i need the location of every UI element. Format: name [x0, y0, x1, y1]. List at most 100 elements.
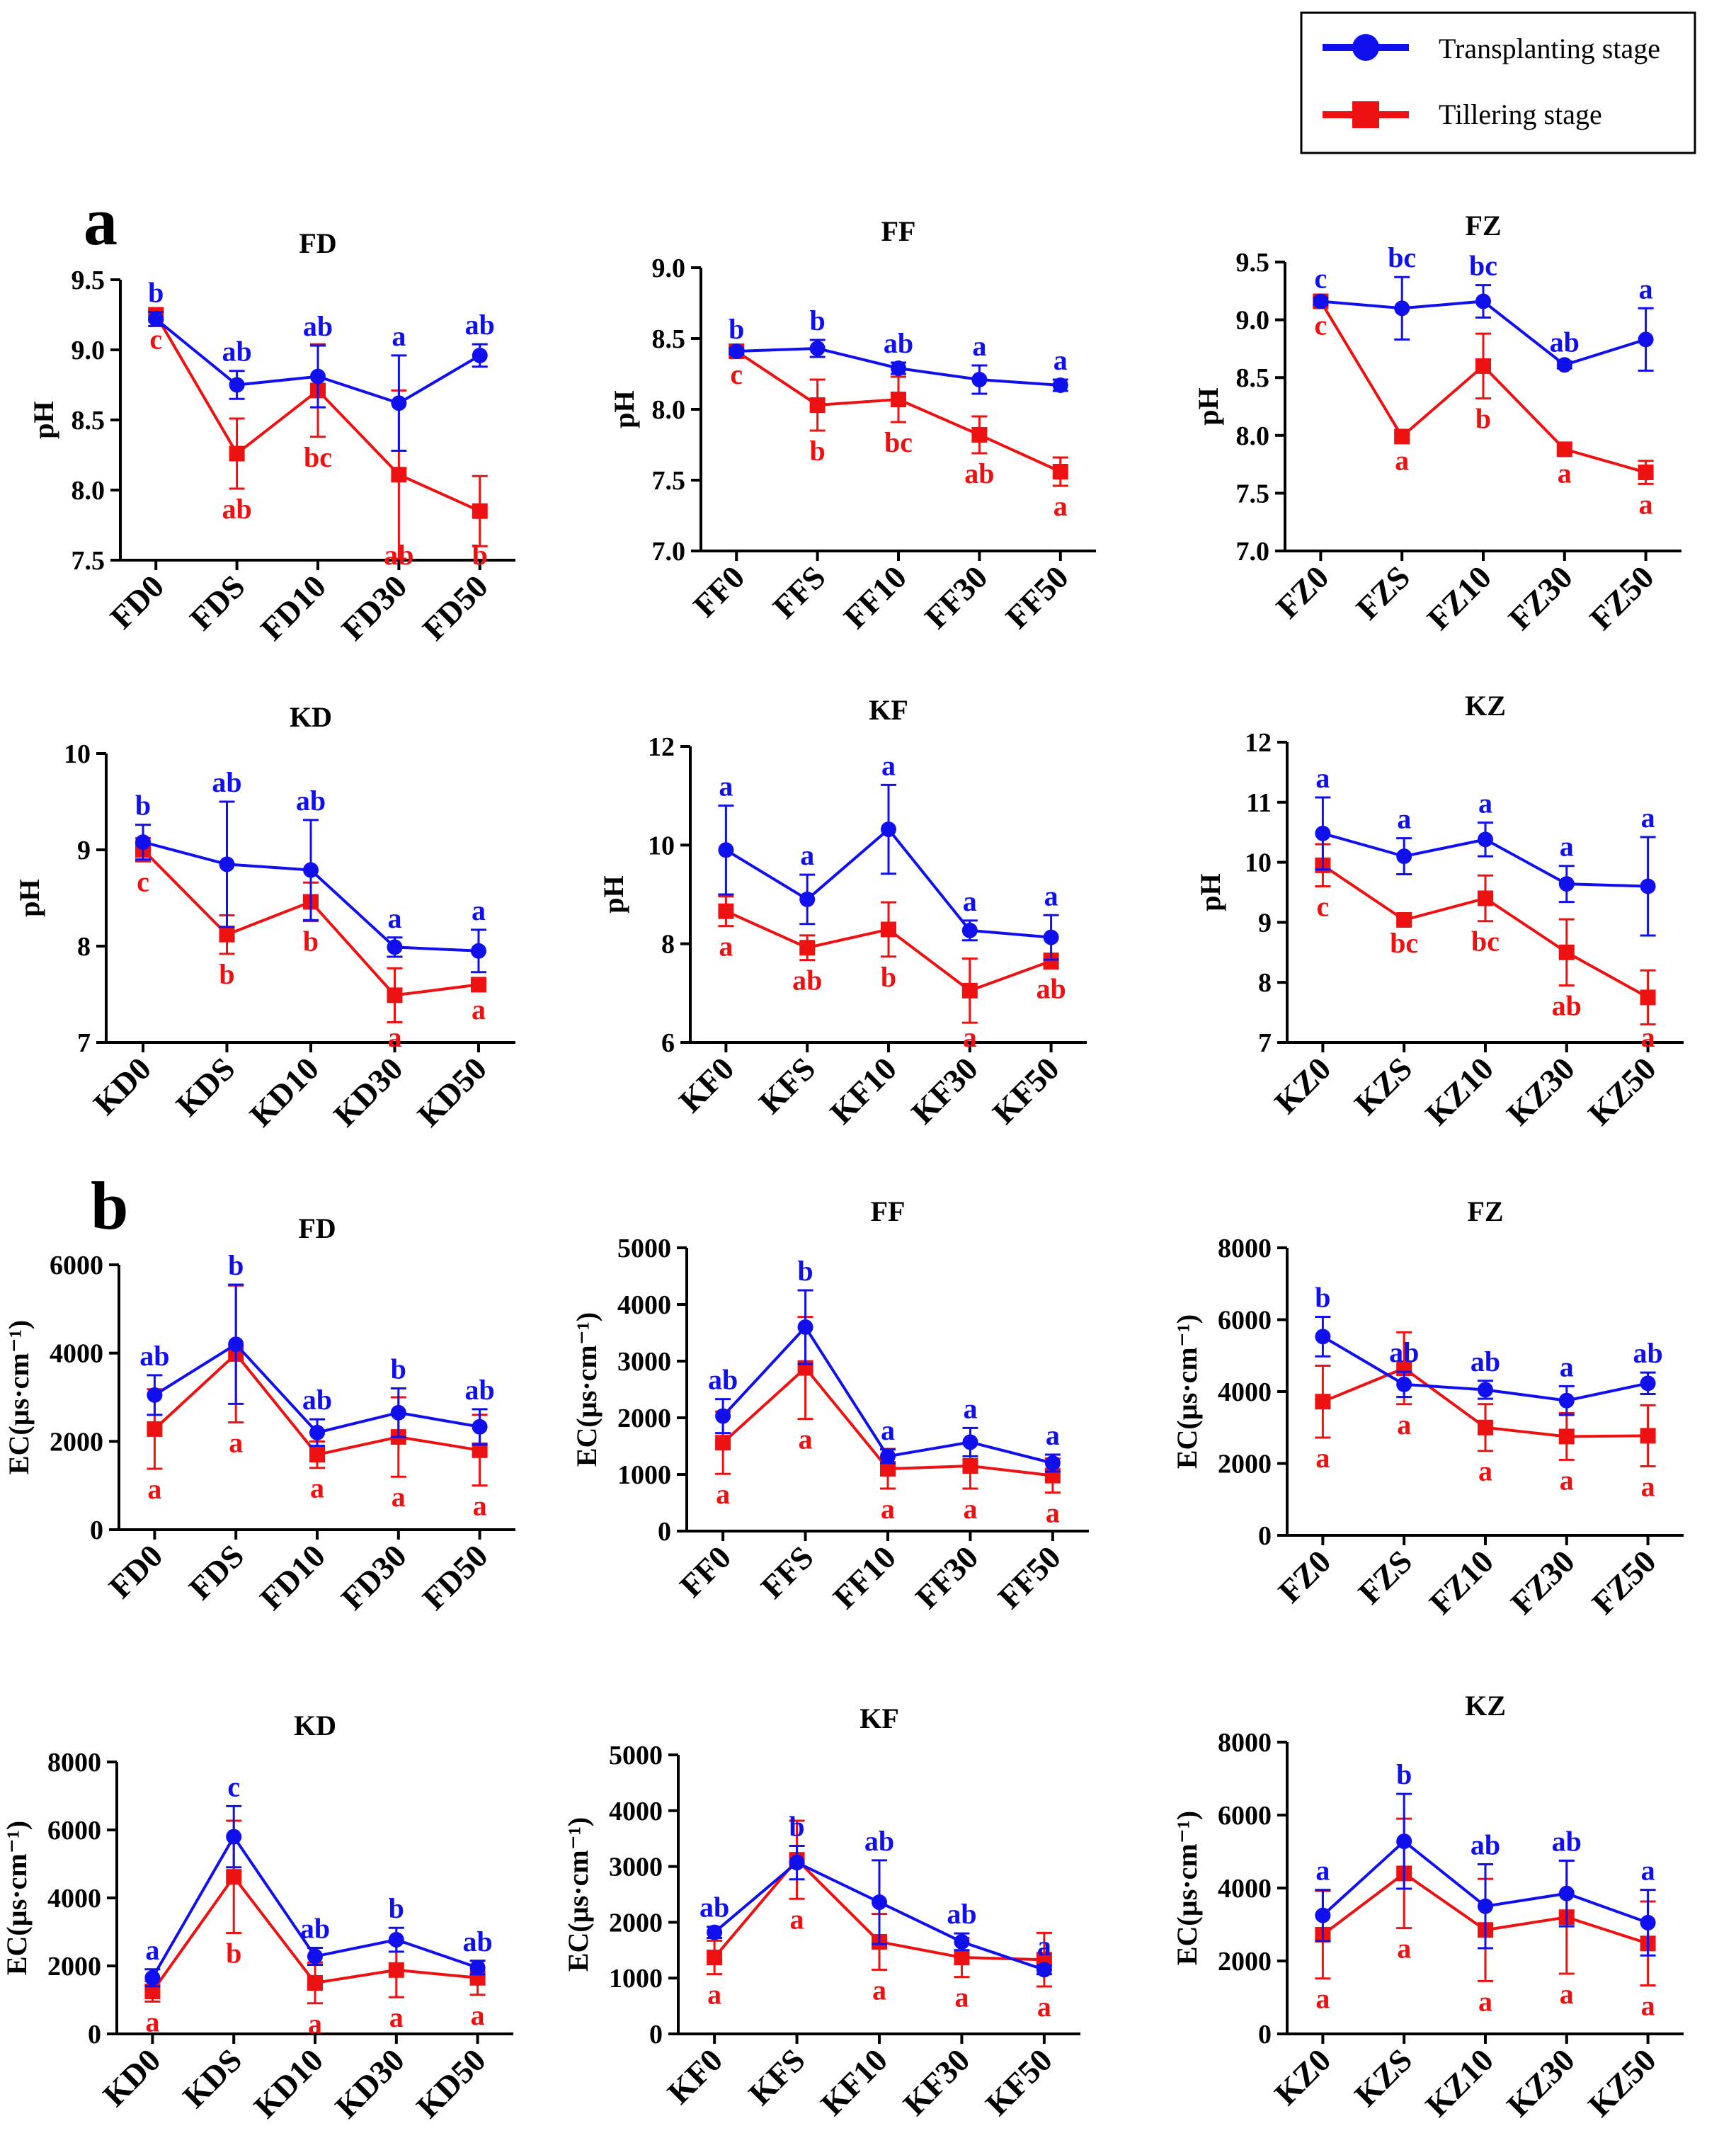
significance-letter: a	[310, 1472, 324, 1504]
y-axis-label: pH	[28, 401, 59, 438]
data-point	[1052, 377, 1068, 393]
data-point	[971, 427, 988, 443]
significance-letter: b	[148, 277, 164, 309]
data-point	[1638, 331, 1654, 348]
significance-letter: ab	[296, 785, 326, 817]
x-tick-label: FZ0	[1269, 559, 1336, 625]
significance-letter: ab	[699, 1892, 729, 1923]
significance-letter: ab	[303, 310, 333, 342]
data-point	[718, 842, 734, 858]
y-tick-label: 8.0	[72, 476, 105, 506]
significance-letter: a	[473, 1490, 487, 1522]
data-point	[707, 1950, 723, 1966]
significance-letter: a	[1037, 1930, 1051, 1962]
data-point	[880, 1448, 896, 1465]
significance-letter: b	[881, 961, 896, 993]
y-tick-label: 6000	[47, 1816, 101, 1846]
panel-label-a: a	[84, 183, 118, 259]
data-point	[1558, 1428, 1575, 1445]
chart-title: KF	[860, 1702, 899, 1734]
significance-letter: b	[1475, 403, 1491, 435]
data-point	[961, 922, 978, 938]
data-point	[1558, 1392, 1575, 1409]
significance-letter: bc	[884, 426, 913, 458]
x-tick-label: FD10	[253, 1537, 332, 1617]
y-axis-label: EC(µs·cm⁻¹)	[1, 1821, 33, 1975]
y-tick-label: 7.0	[652, 537, 686, 567]
significance-letter: a	[1560, 1978, 1574, 2010]
data-point	[961, 982, 978, 999]
x-tick-label: KF0	[661, 2042, 730, 2111]
significance-letter: bc	[1469, 250, 1497, 282]
data-point	[962, 1434, 978, 1450]
significance-letter: a	[1397, 803, 1411, 835]
x-tick-label: FF50	[999, 559, 1075, 635]
significance-letter: a	[392, 320, 406, 352]
legend-transplanting-label: Transplanting stage	[1439, 33, 1660, 64]
significance-letter: c	[1315, 309, 1327, 341]
y-tick-label: 2000	[47, 1952, 101, 1981]
significance-letter: a	[1397, 1409, 1411, 1440]
significance-letter: a	[1315, 1983, 1330, 2015]
data-point	[391, 395, 407, 411]
data-point	[309, 1424, 325, 1440]
x-tick-label: KD0	[96, 2042, 167, 2113]
significance-letter: ab	[864, 1825, 894, 1857]
significance-letter: ab	[1552, 989, 1582, 1021]
x-tick-label: FD0	[103, 568, 171, 636]
data-point	[715, 1435, 731, 1451]
data-point	[470, 977, 486, 993]
data-point	[1043, 953, 1059, 970]
data-point	[880, 1461, 896, 1477]
data-point	[1638, 465, 1654, 481]
significance-letter: a	[389, 2001, 404, 2033]
y-tick-label: 8.0	[1236, 421, 1270, 451]
y-tick-label: 12	[1245, 728, 1272, 758]
significance-letter: a	[1641, 1471, 1655, 1503]
series-tillering: a ab b a ab	[718, 895, 1066, 1053]
significance-letter: b	[809, 435, 825, 467]
legend-tillering-marker	[1352, 101, 1379, 128]
x-tick-label: KD0	[86, 1050, 158, 1122]
significance-letter: ab	[464, 1374, 494, 1406]
data-point	[1556, 441, 1572, 457]
y-tick-label: 7.5	[652, 466, 686, 496]
significance-letter: a	[800, 839, 814, 871]
x-tick-label: FF50	[991, 1539, 1068, 1615]
significance-letter: a	[972, 330, 986, 362]
data-point	[1475, 293, 1491, 309]
significance-letter: a	[1560, 1351, 1574, 1382]
series-transplanting: ab b a a a	[708, 1255, 1061, 1473]
data-point	[1394, 428, 1410, 445]
y-tick-label: 9.5	[1236, 248, 1270, 278]
x-tick-label: KF30	[896, 2042, 977, 2122]
significance-letter: a	[790, 1903, 804, 1935]
data-point	[1478, 1898, 1493, 1914]
significance-letter: c	[227, 1770, 240, 1802]
data-point	[1313, 293, 1329, 309]
data-point	[387, 987, 403, 1003]
y-tick-label: 6	[661, 1028, 675, 1058]
x-tick-label: FD50	[416, 1537, 495, 1617]
data-point	[390, 1404, 406, 1421]
y-tick-label: 8.5	[652, 324, 686, 354]
y-tick-label: 5000	[609, 1741, 663, 1770]
x-tick-label: KF0	[672, 1050, 741, 1120]
data-point	[147, 1421, 163, 1437]
significance-letter: ab	[1471, 1829, 1500, 1861]
significance-letter: a	[1641, 1990, 1655, 2022]
significance-letter: a	[308, 2008, 322, 2040]
series-tillering: c bc bc ab a	[1315, 843, 1656, 1053]
x-tick-label: FZ30	[1502, 559, 1580, 637]
y-tick-label: 7.5	[1236, 479, 1270, 508]
significance-letter: ab	[465, 309, 495, 341]
y-tick-label: 10	[1245, 848, 1272, 878]
x-tick-label: FF0	[686, 559, 751, 624]
panel-label-b: b	[91, 1168, 128, 1244]
y-tick-label: 3000	[609, 1853, 663, 1882]
